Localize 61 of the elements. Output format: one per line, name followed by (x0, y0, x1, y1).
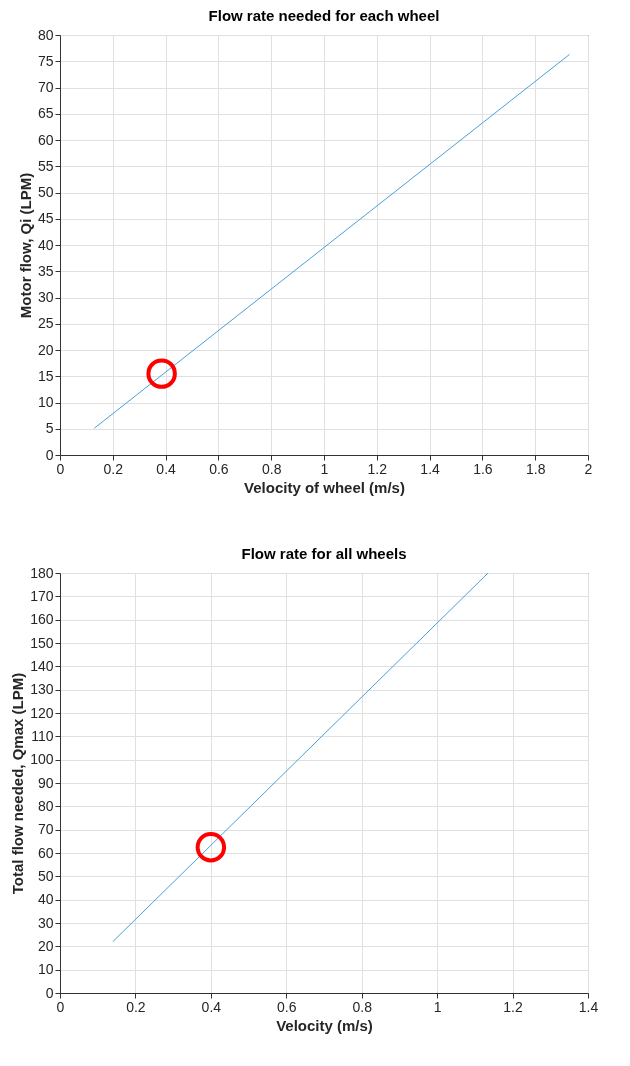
x-tick-label: 0.8 (261, 460, 282, 477)
y-tick-label: 130 (30, 681, 54, 698)
y-tick-label: 15 (37, 367, 54, 384)
x-tick-label: 0.4 (201, 998, 222, 1015)
x-tick-label: 2 (584, 460, 593, 477)
x-axis-title: Velocity (m/s) (276, 1016, 373, 1034)
y-tick-label: 60 (37, 131, 54, 148)
y-tick-label: 25 (37, 315, 54, 332)
x-tick-label: 0.2 (126, 998, 146, 1015)
y-tick-label: 90 (37, 774, 54, 791)
x-tick-label: 1 (320, 460, 329, 477)
x-tick-label: 1.4 (578, 998, 599, 1015)
x-tick-label: 0.4 (156, 460, 177, 477)
y-tick-label: 150 (30, 634, 54, 651)
y-tick-label: 180 (30, 564, 54, 581)
y-tick-label: 45 (37, 210, 54, 227)
y-tick-label: 30 (37, 289, 54, 305)
x-tick-label: 1.2 (503, 998, 524, 1015)
y-tick-label: 10 (37, 394, 54, 410)
y-tick-label: 35 (37, 262, 54, 279)
y-tick-label: 75 (37, 52, 54, 69)
x-tick-label: 1.4 (420, 460, 441, 477)
x-tick-label: 0.8 (352, 998, 373, 1015)
y-tick-label: 100 (30, 751, 54, 768)
y-tick-label: 30 (37, 914, 54, 931)
x-tick-label: 0 (56, 460, 65, 477)
y-tick-label: 140 (30, 657, 54, 674)
y-tick-label: 70 (37, 821, 54, 838)
x-tick-label: 0 (56, 998, 65, 1015)
y-axis-title: Motor flow, Qi (LPM) (16, 172, 34, 319)
x-tick-label: 0.6 (277, 998, 297, 1015)
chart-title: Flow rate needed for each wheel (208, 7, 440, 24)
y-tick-label: 160 (30, 611, 54, 628)
y-tick-label: 0 (45, 446, 54, 463)
y-tick-label: 0 (45, 984, 54, 1001)
y-tick-label: 60 (37, 844, 54, 861)
y-tick-label: 65 (37, 105, 54, 122)
y-tick-label: 55 (37, 157, 54, 174)
y-tick-label: 120 (30, 704, 54, 721)
y-tick-label: 70 (37, 79, 54, 95)
y-tick-label: 40 (37, 236, 54, 253)
y-axis-title: Total flow needed, Qmax (LPM) (9, 672, 27, 895)
x-tick-label: 0.6 (209, 460, 229, 477)
x-axis-title: Velocity of wheel (m/s) (244, 478, 405, 496)
x-tick-label: 1.6 (473, 460, 493, 477)
y-tick-label: 50 (37, 184, 54, 200)
x-tick-label: 0.2 (103, 460, 124, 477)
y-tick-label: 10 (37, 961, 54, 978)
y-tick-label: 5 (45, 420, 54, 437)
x-tick-label: 1.8 (525, 460, 546, 477)
y-tick-label: 80 (37, 797, 54, 814)
y-tick-label: 40 (37, 891, 54, 908)
x-tick-label: 1.2 (367, 460, 388, 477)
x-tick-label: 1 (433, 998, 442, 1015)
y-tick-label: 20 (37, 341, 54, 358)
y-tick-label: 110 (31, 727, 54, 744)
y-tick-label: 20 (37, 937, 54, 954)
chart-title: Flow rate for all wheels (241, 545, 407, 562)
y-tick-label: 50 (37, 867, 54, 884)
y-tick-label: 80 (37, 26, 54, 43)
y-tick-label: 170 (30, 587, 54, 604)
